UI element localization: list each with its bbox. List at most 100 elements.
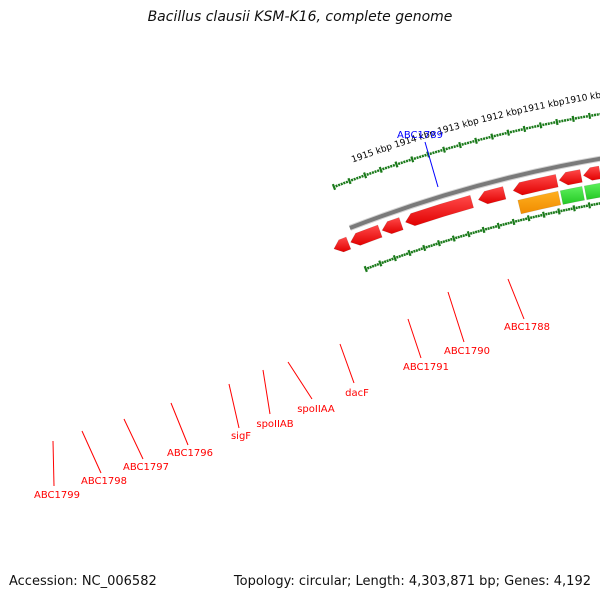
inner-scale-tick [466, 230, 471, 238]
outer-scale-tick [466, 141, 470, 145]
outer-scale-tick [368, 171, 372, 175]
gene-leader-line [123, 418, 144, 460]
inner-scale-tick [442, 240, 446, 244]
inner-scale-tick [489, 226, 493, 230]
outer-scale-tick [429, 152, 433, 156]
outer-scale-tick [345, 180, 349, 184]
outer-scale-tick [480, 137, 483, 141]
map-title: Bacillus clausii KSM-K16, complete genom… [147, 9, 453, 25]
gene-leader-line [507, 278, 525, 320]
outer-scale-tick [450, 145, 454, 149]
outer-scale-tick [413, 157, 417, 160]
inner-scale-tick [435, 242, 438, 246]
inner-scale-tick [572, 205, 576, 212]
outer-scale-tick [531, 125, 534, 129]
inner-scale-tick [545, 212, 548, 216]
outer-scale-tick [442, 146, 446, 153]
inner-scale-tick [502, 223, 505, 226]
gene-leader-line [81, 430, 102, 474]
inner-scale-tick [363, 265, 368, 273]
genome-summary-text: Topology: circular; Length: 4,303,871 bp… [233, 574, 591, 589]
outer-scale-tick [366, 172, 370, 176]
outer-scale-tick [421, 154, 425, 158]
outer-scale-tick [361, 174, 364, 178]
gene-leader-line [228, 383, 240, 429]
outer-scale-tick [363, 172, 368, 179]
gene-label-spoiiab: spoIIAB [256, 419, 293, 430]
inner-scale-tick [529, 216, 533, 220]
outer-scale-tick [571, 115, 575, 123]
outer-scale-tick [453, 145, 456, 149]
outer-scale-tick [384, 166, 388, 170]
inner-scale-tick [481, 226, 486, 234]
outer-scale-tick [501, 132, 505, 136]
inner-scale-tick [376, 262, 380, 266]
outer-scale-tick [550, 121, 553, 125]
inner-scale-tick [555, 210, 558, 214]
inner-scale-tick [532, 215, 535, 219]
outer-scale-tick [424, 153, 427, 157]
inner-scale-tick [507, 221, 510, 225]
inner-scale-tick [430, 244, 433, 248]
gene-block [350, 224, 383, 246]
gene-block [582, 165, 600, 181]
gene-leader-line [262, 369, 271, 415]
accession-text: Accession: NC_006582 [9, 574, 157, 589]
outer-scale-tick [340, 182, 344, 186]
inner-scale-tick [469, 231, 473, 235]
outer-scale-tick [496, 133, 499, 137]
inner-scale-tick [504, 222, 508, 226]
outer-scale-tick [498, 133, 502, 137]
inner-scale-tick [474, 230, 478, 234]
outer-scale-tick [371, 171, 375, 175]
inner-scale-tick [567, 207, 571, 211]
inner-scale-tick [550, 211, 553, 215]
inner-scale-tick [449, 237, 453, 241]
outer-scale-tick [331, 183, 337, 191]
outer-scale-tick [515, 129, 518, 133]
inner-scale-tick [381, 261, 385, 265]
inner-scale-tick [391, 257, 394, 261]
gene-spoIIAB-block [559, 186, 585, 205]
inner-scale-tick [487, 227, 490, 230]
inner-scale-tick [410, 250, 414, 254]
inner-scale-tick [415, 248, 419, 252]
inner-scale-tick [472, 231, 475, 235]
gene-block [404, 194, 475, 227]
gene-label-abc1788: ABC1788 [504, 322, 550, 333]
outer-scale-tick [490, 133, 494, 140]
outer-scale-tick [525, 126, 529, 130]
outer-scale-tick [387, 165, 390, 169]
inner-scale-tick [440, 240, 443, 244]
inner-scale-tick [464, 233, 468, 237]
gene-block [477, 186, 507, 205]
outer-scale-tick [335, 184, 338, 188]
inner-scale-tick [462, 234, 466, 238]
gene-label-abc1798: ABC1798 [81, 476, 127, 487]
gene-label-spoiiaa: spoIIAA [297, 404, 335, 415]
outer-scale-tick [400, 161, 404, 165]
inner-scale-tick [407, 249, 412, 257]
gene-leader-line [407, 318, 422, 359]
outer-scale-tick [347, 177, 352, 185]
outer-scale-tick [536, 124, 540, 128]
gene-block [333, 236, 352, 253]
gene-label-abc1790: ABC1790 [444, 346, 490, 357]
inner-scale-tick [437, 239, 441, 247]
inner-scale-tick [522, 218, 525, 221]
inner-scale-tick [547, 212, 551, 216]
gene-block [381, 217, 404, 235]
gene-label-abc1796: ABC1796 [167, 448, 213, 459]
outer-scale-tick [587, 112, 592, 120]
gene-label-abc1799: ABC1799 [34, 490, 80, 501]
outer-scale-tick [405, 159, 409, 163]
inner-scale-tick [459, 234, 463, 238]
outer-scale-tick [472, 140, 475, 143]
outer-scale-tick [520, 128, 523, 131]
outer-scale-tick [445, 147, 449, 151]
inner-scale-tick [445, 239, 448, 243]
inner-scale-tick [519, 218, 523, 222]
inner-scale-tick [371, 264, 375, 268]
outer-scale-tick [374, 170, 377, 174]
